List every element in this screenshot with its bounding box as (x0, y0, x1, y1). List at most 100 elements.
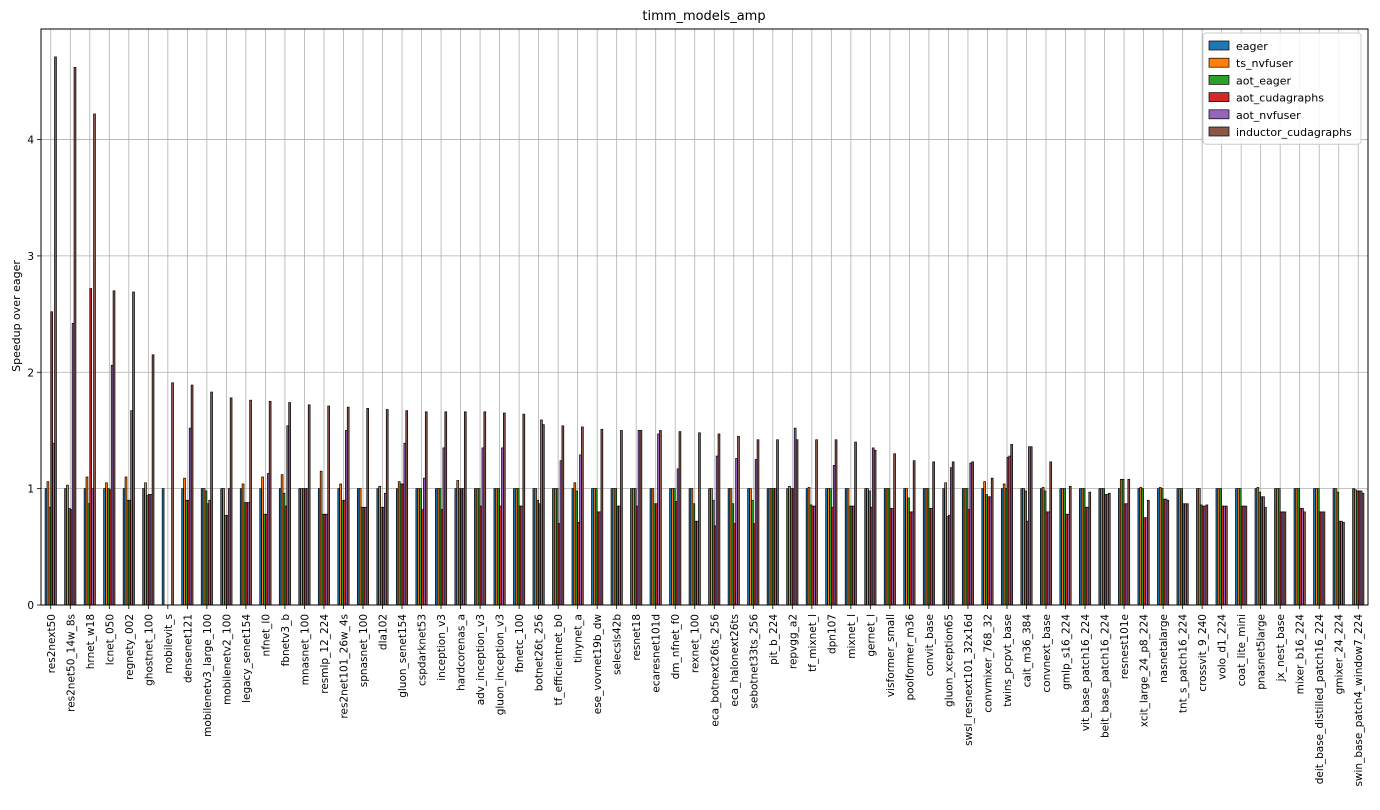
legend-swatch-inductor_cudagraphs (1208, 126, 1230, 137)
x-tick-label: spnasnet_100 (358, 614, 370, 687)
bar-inductor_cudagraphs (893, 453, 896, 606)
x-tick-label: selecsls42b (612, 614, 624, 675)
bar-inductor_cudagraphs (327, 405, 330, 606)
bar-inductor_cudagraphs (1244, 505, 1248, 606)
x-tick-label: dpn107 (826, 614, 838, 654)
x-tick-label: lcnet_050 (104, 614, 116, 665)
x-tick-label: sebotnet33ts_256 (748, 614, 760, 709)
x-tick-label: hardcorenas_a (456, 614, 468, 691)
bar-inductor_cudagraphs (1166, 499, 1170, 606)
bar-inductor_cudagraphs (678, 431, 682, 606)
bar-inductor_cudagraphs (522, 413, 526, 606)
x-tick-label: dm_nfnet_f0 (670, 614, 682, 679)
bar-inductor_cudagraphs (346, 406, 350, 606)
bar-inductor_cudagraphs (1283, 511, 1287, 606)
x-tick-label: volo_d1_224 (1217, 614, 1229, 680)
bar-inductor_cudagraphs (834, 439, 838, 606)
bar-inductor_cudagraphs (463, 411, 467, 606)
x-tick-label: gluon_xception65 (943, 614, 955, 707)
bar-inductor_cudagraphs (971, 461, 974, 606)
bar-inductor_cudagraphs (1029, 446, 1033, 606)
y-axis-label: Speedup over eager (10, 260, 23, 372)
legend-label-ts_nvfuser: ts_nvfuser (1236, 57, 1293, 70)
x-tick-label: fbnetv3_b (280, 614, 292, 667)
x-tick-label: convnext_base (1041, 614, 1053, 693)
x-tick-label: eca_halonext26ts (729, 614, 741, 707)
bar-inductor_cudagraphs (990, 477, 994, 606)
x-tick-label: poolformer_m36 (904, 614, 916, 701)
bar-inductor_cudagraphs (776, 439, 779, 606)
x-tick-label: xcit_large_24_p8_224 (1139, 614, 1151, 728)
bar-inductor_cudagraphs (756, 439, 760, 606)
legend-label-eager: eager (1236, 40, 1268, 53)
x-tick-label: pnasnet5large (1256, 614, 1268, 690)
x-tick-label: crossvit_9_240 (1197, 614, 1209, 692)
x-tick-label: res2net101_26w_4s (338, 614, 350, 719)
bar-inductor_cudagraphs (405, 410, 409, 606)
x-tick-label: swsl_resnext101_32x16d (963, 614, 975, 746)
legend-label-aot_eager: aot_eager (1236, 74, 1292, 87)
bar-inductor_cudagraphs (542, 424, 545, 606)
bar-inductor_cudagraphs (737, 435, 740, 606)
x-tick-label: cait_m36_384 (1021, 614, 1033, 688)
x-tick-label: visformer_small (885, 614, 897, 697)
bar-inductor_cudagraphs (171, 382, 174, 606)
bar-inductor_cudagraphs (1088, 491, 1092, 606)
legend: eager ts_nvfuser aot_eager aot_cudagraphsao… (1202, 32, 1362, 145)
x-tick-label: densenet121 (182, 614, 194, 683)
bar-inductor_cudagraphs (288, 402, 291, 606)
bar-eager (161, 488, 165, 606)
x-tick-label: mnasnet_100 (299, 614, 311, 685)
x-tick-label: tinynet_a (573, 614, 585, 663)
bar-inductor_cudagraphs (912, 460, 916, 606)
x-tick-label: jx_nest_base (1275, 614, 1287, 682)
legend-label-inductor_cudagraphs: inductor_cudagraphs (1236, 126, 1352, 139)
x-tick-label: mixer_b16_224 (1295, 614, 1307, 695)
x-tick-label: fbnetc_100 (514, 614, 526, 673)
y-tick-label: 4 (27, 135, 34, 147)
bar-inductor_cudagraphs (717, 433, 721, 606)
x-tick-label: resnet18 (631, 614, 643, 661)
bar-inductor_cudagraphs (190, 384, 194, 606)
bar-inductor_cudagraphs (151, 354, 155, 606)
bar-inductor_cudagraphs (698, 432, 701, 606)
x-tick-label: res2net50_14w_8s (65, 614, 77, 712)
bar-inductor_cudagraphs (1147, 499, 1150, 606)
x-tick-label: ecaresnet101d (651, 614, 663, 693)
x-tick-label: nasnetalarge (1158, 614, 1170, 683)
y-tick-label: 0 (27, 600, 34, 612)
bar-inductor_cudagraphs (795, 439, 799, 606)
y-tick-label: 2 (27, 367, 34, 379)
bar-inductor_cudagraphs (1342, 522, 1345, 606)
bar-inductor_cudagraphs (951, 461, 955, 606)
legend-box (1202, 32, 1362, 145)
bar-inductor_cudagraphs (1010, 444, 1013, 606)
bar-inductor_cudagraphs (503, 412, 506, 606)
x-tick-label: beit_base_patch16_224 (1100, 614, 1112, 738)
x-tick-label: coat_lite_mini (1236, 614, 1248, 686)
x-tick-label: swin_base_patch4_window7_224 (1353, 614, 1365, 787)
x-tick-label: ghostnet_100 (143, 614, 155, 686)
bar-inductor_cudagraphs (1186, 503, 1189, 606)
x-tick-label: mixnet_l (846, 614, 858, 659)
bar-inductor_cudagraphs (307, 404, 311, 606)
x-tick-label: eca_botnext26ts_256 (709, 614, 721, 727)
x-tick-label: dla102 (378, 614, 390, 650)
bar-inductor_cudagraphs (561, 425, 565, 606)
bar-inductor_cudagraphs (815, 439, 818, 606)
legend-swatch-eager (1208, 40, 1230, 51)
bar-inductor_cudagraphs (659, 430, 662, 606)
x-tick-label: resnest101e (1119, 614, 1131, 679)
bar-inductor_cudagraphs (1127, 478, 1131, 606)
bar-inductor_cudagraphs (1107, 492, 1111, 606)
bar-inductor_cudagraphs (932, 461, 935, 606)
x-tick-label: hrnet_w18 (85, 614, 97, 669)
legend-swatch-aot_eager (1208, 75, 1230, 85)
bar-inductor_cudagraphs (93, 113, 96, 606)
x-tick-label: mobilenetv3_large_100 (202, 614, 214, 737)
chart-title: timm_models_amp (642, 9, 765, 24)
legend-swatch-aot_nvfuser (1208, 109, 1230, 120)
x-tick-label: twins_pcpvt_base (1002, 614, 1014, 707)
x-tick-label: resmlp_12_224 (319, 614, 331, 694)
